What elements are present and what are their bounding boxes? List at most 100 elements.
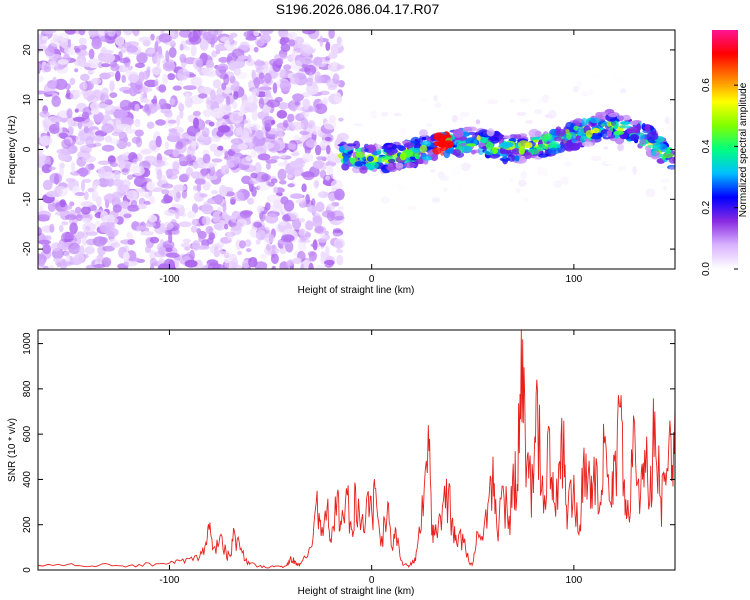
spectrogram-cell (613, 130, 625, 135)
spectrogram-cell (178, 103, 185, 112)
spectrogram-cell (388, 158, 396, 164)
spectrogram-cell (525, 119, 534, 125)
spectrogram-cell (414, 159, 419, 168)
spectrogram-cell (324, 230, 329, 236)
spectrogram-cell (112, 191, 124, 199)
spectrogram-cell (582, 141, 594, 147)
spectrogram-cell (50, 242, 62, 252)
spectrogram-cell (140, 148, 152, 155)
spectrogram-cell (330, 179, 343, 191)
spectrogram-cell (432, 141, 443, 147)
spectrogram-cell (43, 82, 56, 95)
spectrogram-cell (621, 114, 631, 121)
spectrogram-cell (538, 153, 549, 158)
spectrogram-cell (48, 166, 56, 171)
spectrogram-cell (254, 261, 268, 269)
spectrogram-cell (44, 159, 52, 166)
spectrogram-cell (461, 145, 473, 152)
spectrogram-cell (115, 70, 121, 82)
spectrogram-cell (134, 103, 140, 112)
spectrogram-cell (63, 251, 71, 257)
spectrogram-cell (283, 199, 295, 212)
spectrogram-cell (224, 150, 229, 158)
spectrogram-cell (104, 135, 113, 143)
spectrogram-cell (445, 149, 454, 154)
spectrogram-cell (59, 261, 74, 266)
spectrogram-cell (85, 238, 97, 246)
spectrogram-cell (228, 253, 237, 263)
spectrogram-cell (317, 238, 328, 243)
spectrogram-cell (132, 30, 140, 37)
spectrogram-cell (541, 94, 550, 103)
spectrogram-cell (275, 58, 284, 66)
spectrogram-cell (251, 149, 257, 158)
spectrogram-cell (270, 155, 280, 160)
spectrogram-cell (254, 145, 268, 154)
y-tick-label: 600 (22, 425, 33, 442)
spectrogram-cell (262, 116, 275, 128)
spectrogram-cell (264, 90, 271, 98)
spectrogram-cell (304, 112, 310, 118)
spectrogram-cell (149, 249, 157, 261)
spectrogram-cell (123, 251, 130, 263)
spectrogram-cell (64, 83, 71, 90)
spectrogram-cell (78, 44, 87, 51)
spectrogram-cell (453, 128, 464, 138)
spectrogram-cell (145, 221, 157, 228)
spectrogram-cell (577, 142, 582, 146)
spectrogram-cell (334, 240, 344, 250)
spectrogram-cell (585, 130, 593, 138)
spectrogram-cell (206, 237, 214, 245)
spectrogram-cell (109, 138, 120, 145)
spectrogram-cell (581, 117, 588, 127)
spectrogram-cell (83, 126, 90, 134)
spectrogram-cell (112, 204, 122, 213)
spectrogram-cell (79, 62, 92, 68)
spectrogram-cell (564, 161, 572, 167)
spectrogram-cell (199, 193, 208, 198)
spectrogram-cell (326, 145, 331, 155)
spectrogram-cell (187, 210, 196, 219)
spectrogram-cell (212, 79, 222, 89)
spectrogram-cell (222, 202, 227, 213)
spectrogram-cell (531, 136, 540, 141)
spectrogram-cell (123, 136, 129, 143)
spectrogram-cell (660, 178, 670, 183)
x-tick-label: -100 (159, 274, 179, 285)
spectrogram-cell (69, 222, 78, 235)
spectrogram-cell (312, 215, 323, 228)
spectrogram-cell (490, 136, 500, 144)
spectrogram-cell (265, 243, 271, 251)
spectrogram-cell (198, 118, 203, 128)
spectrogram-cell (590, 73, 601, 80)
spectrogram-cell (38, 258, 46, 267)
snr-panel: -100 0 100 0 200 400 600 800 1000 Height of str… (7, 329, 676, 597)
spectrogram-cell (320, 232, 327, 240)
spectrogram-cell (77, 119, 83, 130)
spectrogram-cell (107, 214, 115, 224)
spectrogram-cell (302, 98, 311, 109)
spectrogram-cell (217, 145, 224, 151)
spectrogram-cell (54, 211, 69, 216)
spectrogram-cell (258, 72, 265, 80)
spectrogram-cell (109, 92, 118, 98)
spectrogram-cell (224, 258, 230, 264)
spectrogram-cell (668, 117, 675, 125)
spectrogram-cell (96, 196, 102, 208)
spectrogram-cell (167, 73, 176, 81)
spectrogram-cell (321, 156, 327, 162)
spectrogram-cell (163, 258, 175, 269)
spectrogram-cell (220, 36, 230, 43)
y-tick-label: 800 (22, 380, 33, 397)
spectrogram-cell (158, 98, 167, 107)
x-tick-label: 0 (369, 575, 375, 586)
spectrogram-cell (82, 222, 96, 233)
spectrogram-cell (193, 117, 199, 129)
spectrogram-cell (198, 93, 208, 99)
spectrogram-cell (38, 169, 44, 176)
spectrogram-cell (214, 194, 224, 205)
spectrogram-cell (300, 263, 305, 269)
spectrogram-cell (167, 119, 177, 124)
spectrogram-cell (199, 39, 209, 51)
spectrogram-cell (352, 123, 364, 127)
